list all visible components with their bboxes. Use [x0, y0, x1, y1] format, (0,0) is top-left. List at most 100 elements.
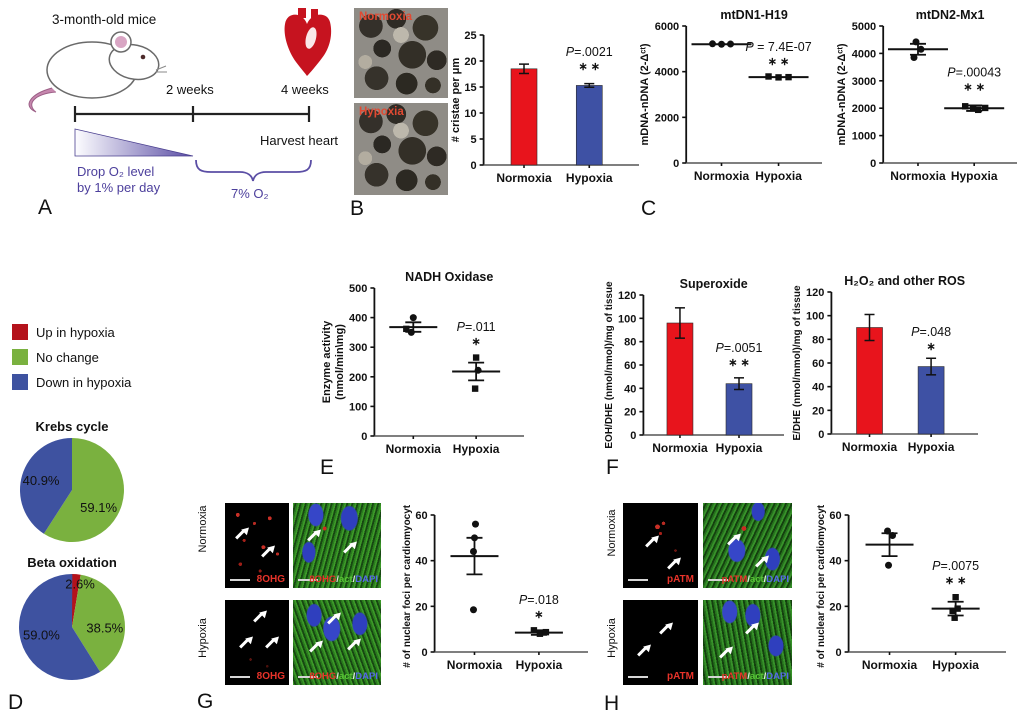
micrograph-patm-normoxia: pATM [623, 503, 698, 588]
scale-bar [628, 578, 648, 581]
panel-label-f: F [606, 456, 619, 479]
row-label-normoxia: Normoxia [197, 505, 209, 553]
svg-text:300: 300 [349, 342, 367, 354]
timeline-axis [73, 106, 311, 122]
svg-text:3000: 3000 [852, 76, 876, 88]
svg-text:∗: ∗ [472, 336, 481, 348]
drop-o2-line1: Drop O₂ level [77, 164, 155, 179]
svg-text:Hypoxia: Hypoxia [453, 442, 500, 456]
svg-text:mDNA-nDNA (2-Δᶜᵗ): mDNA-nDNA (2-Δᶜᵗ) [836, 43, 848, 145]
h2o2-ros-bar-chart: H₂O₂ and other ROS E/DHE (nmol/mmol)/mg o… [788, 272, 984, 462]
svg-text:5: 5 [470, 134, 476, 146]
svg-text:59.0%: 59.0% [23, 628, 60, 643]
svg-text:Hypoxia: Hypoxia [908, 440, 955, 454]
svg-text:Krebs cycle: Krebs cycle [36, 419, 109, 434]
legend-swatch-green [12, 349, 28, 365]
legend-swatch-blue [12, 374, 28, 390]
svg-text:15: 15 [464, 82, 476, 94]
svg-text:∗ ∗: ∗ ∗ [768, 56, 790, 68]
panel-label-e: E [320, 456, 335, 479]
svg-text:4000: 4000 [655, 67, 679, 79]
svg-text:Hypoxia: Hypoxia [951, 169, 998, 183]
svg-text:0: 0 [421, 647, 427, 659]
svg-text:Normoxia: Normoxia [386, 442, 442, 456]
svg-text:P=.00043: P=.00043 [947, 66, 1001, 80]
mtdn1-h19-plot: mtDN1-H19 mDNA-nDNA (2-Δᶜᵗ) 0 2000 4000 6000 N… [636, 6, 828, 191]
scale-bar [230, 578, 250, 581]
svg-text:80: 80 [812, 334, 824, 346]
svg-text:P = 7.4E-07: P = 7.4E-07 [745, 40, 811, 54]
pie-legend: Up in hypoxia No change Down in hypoxia [12, 324, 131, 399]
arrow-icon [645, 535, 660, 550]
svg-text:P=.011: P=.011 [457, 320, 496, 334]
o2-level-label: 7% O₂ [231, 186, 269, 201]
mtdn2-mx1-plot: mtDN2-Mx1 mDNA-nDNA (2-Δᶜᵗ) 0 1000 2000 3000 4… [833, 6, 1023, 191]
em-micrograph-normoxia: Normoxia [354, 8, 448, 98]
drop-o2-line2: by 1% per day [77, 180, 161, 195]
arrow-icon [667, 557, 682, 572]
arrow-icon [659, 622, 674, 637]
beta-oxidation-pie: Beta oxidation 2.6% 38.5% 59.0% [6, 554, 138, 696]
svg-text:80: 80 [624, 337, 636, 349]
krebs-cycle-pie: Krebs cycle 59.1% 40.9% [8, 418, 136, 556]
svg-text:# cristae per μm: # cristae per μm [450, 58, 462, 143]
svg-text:400: 400 [349, 313, 367, 325]
micrograph-merge-hypoxia: 8OHG/act/DAPI [293, 600, 381, 685]
svg-text:0: 0 [673, 158, 679, 170]
svg-text:∗: ∗ [534, 609, 543, 621]
svg-text:500: 500 [349, 283, 367, 295]
svg-text:∗ ∗: ∗ ∗ [579, 61, 601, 73]
panel-label-d: D [8, 691, 24, 714]
merge-stain-label: pATM/act/DAPI [721, 574, 789, 585]
svg-text:P=.0021: P=.0021 [566, 45, 613, 59]
svg-text:0: 0 [835, 647, 841, 659]
panel-label-a: A [38, 196, 53, 219]
superoxide-bar-chart: Superoxide EOH/DHE (nmol/nmol)/mg of tiss… [600, 275, 790, 463]
row-label-normoxia: Normoxia [606, 509, 618, 557]
svg-text:mtDN2-Mx1: mtDN2-Mx1 [916, 8, 985, 22]
svg-text:Normoxia: Normoxia [842, 440, 898, 454]
svg-text:NADH Oxidase: NADH Oxidase [405, 270, 493, 284]
arrow-icon [309, 640, 324, 655]
panel-label-h: H [604, 692, 620, 715]
svg-text:5000: 5000 [852, 21, 876, 33]
svg-text:Superoxide: Superoxide [680, 277, 748, 291]
svg-text:20: 20 [812, 405, 824, 417]
svg-text:2000: 2000 [852, 103, 876, 115]
8ohg-foci-plot: # of nuclear foci per cardiomyocyte 0 20 40… [398, 499, 594, 680]
row-label-hypoxia: Hypoxia [606, 618, 618, 658]
scale-bar [708, 578, 728, 581]
svg-text:0: 0 [870, 158, 876, 170]
svg-text:60: 60 [624, 360, 636, 372]
arrow-icon [347, 638, 362, 653]
svg-text:20: 20 [829, 601, 841, 613]
timeline-4-weeks: 4 weeks [281, 82, 329, 97]
stain-label: 8OHG [256, 671, 285, 682]
svg-text:100: 100 [806, 311, 824, 323]
panel-label-c: C [641, 197, 657, 220]
legend-item-nochange: No change [12, 349, 131, 365]
arrow-icon [235, 527, 250, 542]
mouse-icon [28, 31, 167, 113]
arrow-icon [719, 646, 734, 661]
svg-text:100: 100 [618, 313, 636, 325]
arrow-icon [755, 555, 770, 570]
svg-text:1000: 1000 [852, 131, 876, 143]
svg-text:60: 60 [415, 510, 427, 522]
arrow-icon [327, 612, 342, 627]
timeline-2-weeks: 2 weeks [166, 82, 214, 97]
svg-text:Normoxia: Normoxia [862, 658, 918, 672]
svg-text:Hypoxia: Hypoxia [716, 441, 763, 455]
arrow-icon [261, 545, 276, 560]
legend-swatch-red [12, 324, 28, 340]
svg-text:P=.048: P=.048 [911, 325, 951, 339]
svg-text:Normoxia: Normoxia [890, 169, 946, 183]
svg-text:P=.0051: P=.0051 [716, 341, 763, 355]
micrograph-merge-normoxia: pATM/act/DAPI [703, 503, 792, 588]
panel-a-title: 3-month-old mice [52, 12, 157, 27]
em-normoxia-label: Normoxia [359, 11, 413, 23]
stain-label: 8OHG [256, 574, 285, 585]
arrow-icon [727, 533, 742, 548]
arrow-icon [343, 541, 358, 556]
